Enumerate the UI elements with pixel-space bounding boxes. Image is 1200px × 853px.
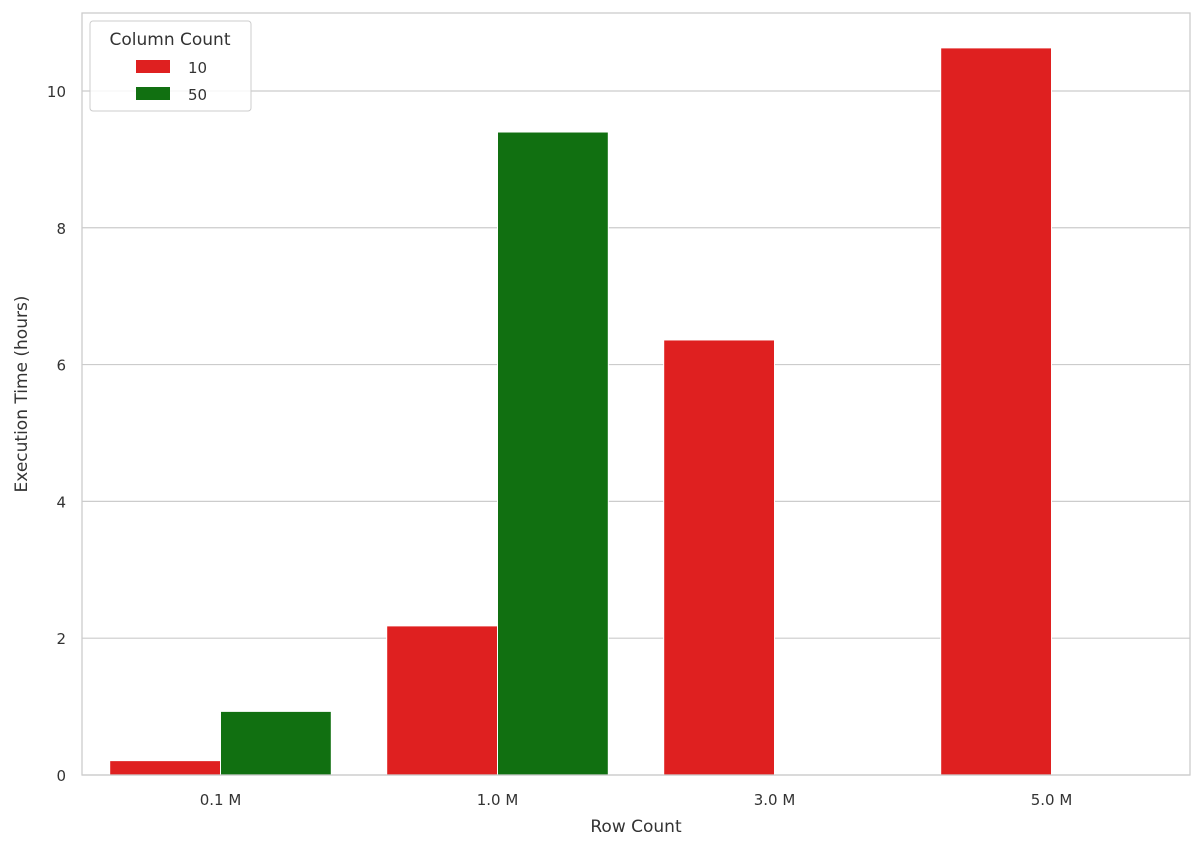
bar-series-10-0.1M [109,760,221,776]
y-tick-label: 10 [47,83,66,101]
y-tick-label: 6 [56,357,66,375]
y-tick-label: 0 [56,767,66,785]
plot-frame [81,12,1191,776]
bar-series-50-0.1M [220,710,332,776]
x-tick-label: 3.0 M [754,791,796,809]
legend-label-10: 10 [188,59,207,77]
legend-title: Column Count [110,30,231,50]
legend-swatch-50 [136,87,170,100]
legend: Column Count 10 50 [89,20,252,112]
x-tick-label: 1.0 M [477,791,519,809]
bar-series-10-5.0M [940,47,1053,776]
bar-series-10-3.0M [663,339,776,776]
legend-box [89,20,252,112]
x-tick-label: 0.1 M [200,791,242,809]
bar-series-50-1.0M [497,131,609,776]
legend-swatch-10 [136,60,170,73]
y-tick-labels: 0 2 4 6 8 10 [47,83,66,785]
bars [109,47,1053,776]
x-tick-labels: 0.1 M 1.0 M 3.0 M 5.0 M [200,791,1073,809]
y-tick-label: 2 [56,630,66,648]
x-axis-label: Row Count [590,817,682,837]
y-tick-label: 8 [56,220,66,238]
bar-series-10-1.0M [386,625,499,776]
y-tick-label: 4 [56,493,66,511]
x-tick-label: 5.0 M [1031,791,1073,809]
legend-label-50: 50 [188,86,207,104]
y-axis-label: Execution Time (hours) [12,296,32,493]
